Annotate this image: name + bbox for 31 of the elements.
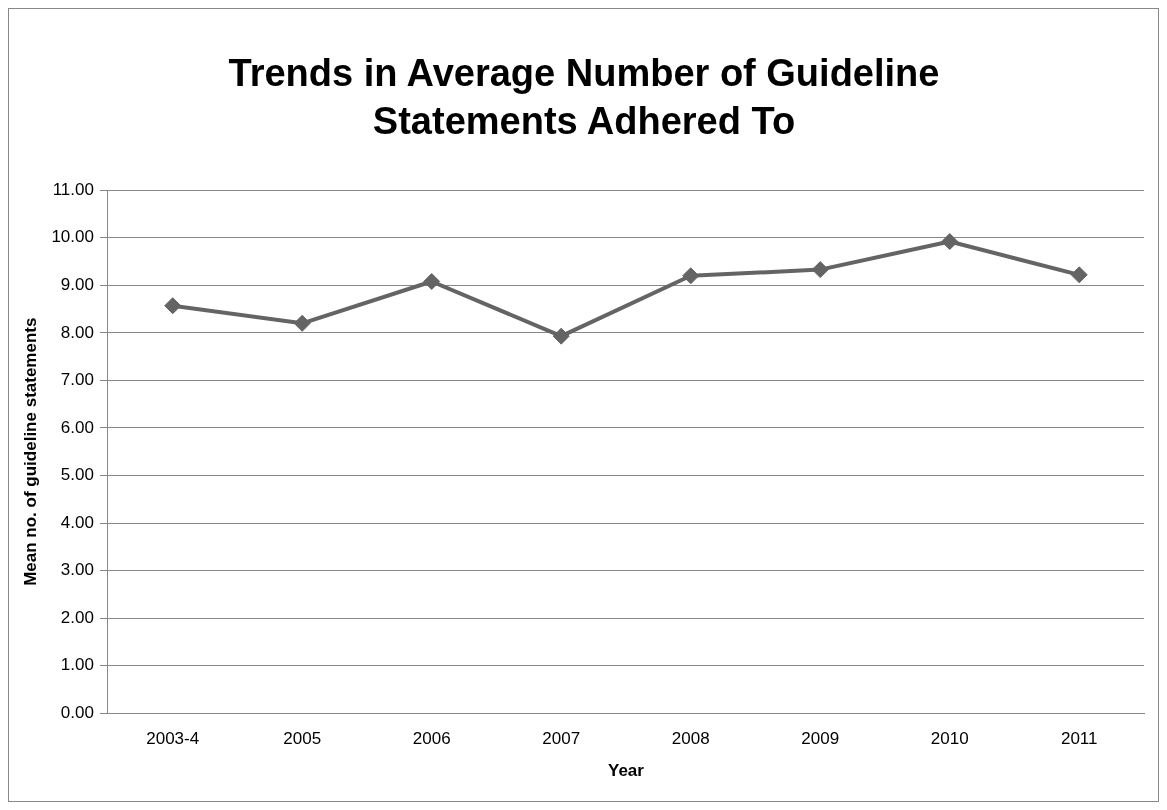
x-axis-title: Year xyxy=(608,761,645,781)
point xyxy=(811,261,829,279)
y-tick-label: 9.00 xyxy=(60,274,94,294)
y-axis-title: Mean no. of guideline statements xyxy=(20,317,40,586)
x-tick-label: 2003-4 xyxy=(146,729,200,749)
x-tick-label: 2009 xyxy=(801,729,840,749)
point xyxy=(164,297,182,315)
x-tick-label: 2010 xyxy=(930,729,969,749)
y-tick-label: 4.00 xyxy=(60,512,94,532)
y-tick-label: 8.00 xyxy=(60,322,94,342)
y-tick-label: 5.00 xyxy=(60,465,94,485)
y-tick-label: 3.00 xyxy=(60,560,94,580)
point xyxy=(293,314,311,332)
y-tick-label: 11.00 xyxy=(52,179,94,199)
y-tick-label: 1.00 xyxy=(60,655,94,675)
y-tick-label: 0.00 xyxy=(60,702,94,722)
x-tick-label: 2008 xyxy=(671,729,710,749)
y-tick-label: 7.00 xyxy=(60,370,94,390)
chart-title: Trends in Average Number of Guideline Statements Adhered To xyxy=(227,51,941,144)
point xyxy=(941,233,959,251)
point xyxy=(552,327,570,345)
y-tick-label: 10.00 xyxy=(51,227,94,247)
y-tick-label: 2.00 xyxy=(60,607,94,627)
point xyxy=(423,272,441,290)
point xyxy=(1070,266,1088,284)
y-tick-label: 6.00 xyxy=(60,417,94,437)
point xyxy=(682,267,700,285)
x-tick-label: 2006 xyxy=(412,729,451,749)
x-tick-label: 2007 xyxy=(542,729,581,749)
x-tick-label: 2011 xyxy=(1060,729,1098,749)
x-tick-label: 2005 xyxy=(283,729,322,749)
